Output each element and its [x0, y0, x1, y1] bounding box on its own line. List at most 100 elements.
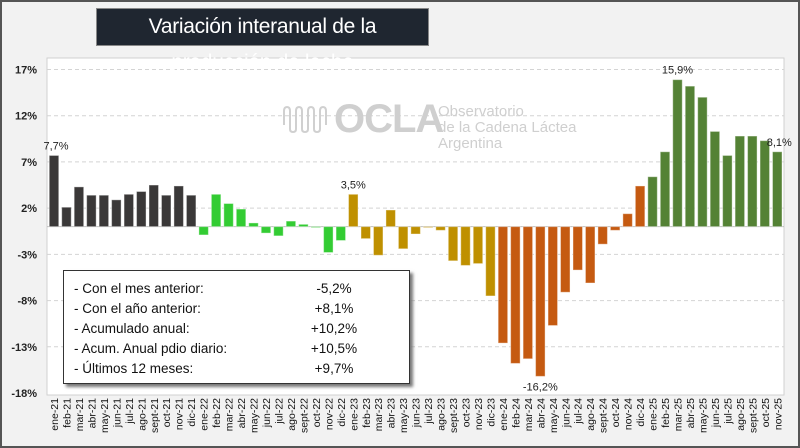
logo-line2: de la Cadena Láctea: [438, 119, 577, 136]
summary-value: +8,1%: [314, 301, 354, 316]
bar: [672, 79, 683, 228]
x-tick-label: oct-23: [461, 398, 473, 427]
summary-value: -5,2%: [316, 281, 352, 296]
bar: [772, 151, 783, 228]
y-tick-label: 2%: [21, 203, 37, 215]
bar: [722, 154, 733, 228]
x-tick-label: ene-25: [648, 398, 660, 431]
x-tick-label: dic-23: [485, 398, 497, 427]
x-tick-label: ene-21: [49, 398, 61, 431]
bar: [435, 226, 446, 231]
data-label: -16,2%: [523, 381, 558, 393]
summary-row: - Con el año anterior: +8,1%: [74, 299, 404, 319]
summary-label: - Últimos 12 meses:: [74, 361, 194, 376]
bar: [260, 226, 272, 234]
summary-label: - Acumulado anual:: [74, 321, 190, 336]
x-tick-label: nov-22: [323, 398, 335, 430]
x-tick-label: feb-22: [211, 398, 223, 428]
bar: [372, 226, 384, 256]
summary-row: - Acum. Anual pdio diario: +10,5%: [74, 339, 404, 359]
bar: [535, 226, 546, 377]
bar: [410, 226, 421, 235]
x-tick-label: dic-22: [336, 398, 348, 427]
bar: [98, 194, 110, 228]
bar: [310, 226, 322, 229]
y-tick-label: -3%: [17, 249, 37, 261]
y-tick-label: 7%: [21, 157, 37, 169]
x-tick-label: sept-25: [747, 398, 759, 433]
x-tick-label: sept-23: [448, 398, 460, 433]
bar: [609, 226, 621, 231]
bar: [572, 226, 583, 271]
bar: [136, 191, 147, 228]
x-tick-label: abr-22: [236, 398, 248, 429]
x-tick-label: abr-23: [386, 398, 398, 429]
x-tick-label: oct-25: [760, 398, 772, 427]
bar: [759, 140, 771, 228]
bar: [472, 226, 484, 265]
x-tick-label: feb-24: [510, 398, 522, 428]
x-tick-label: feb-25: [660, 398, 672, 428]
bar: [547, 226, 559, 327]
bar: [285, 220, 297, 228]
bar: [697, 96, 708, 228]
bar: [709, 130, 721, 228]
x-tick-label: ago-23: [436, 398, 448, 431]
y-tick-label: 12%: [15, 111, 37, 123]
y-tick-label: 17%: [15, 65, 37, 77]
bar: [397, 226, 409, 250]
summary-value: +10,5%: [310, 341, 358, 356]
x-tick-label: sept-24: [598, 398, 610, 433]
x-tick-label: sept-22: [298, 398, 310, 433]
x-tick-label: mar-25: [673, 398, 685, 431]
bar: [273, 226, 284, 237]
x-tick-label: oct-22: [311, 398, 323, 427]
bar: [235, 208, 247, 228]
bar: [360, 226, 371, 240]
bar: [622, 213, 633, 228]
bar: [485, 226, 496, 297]
x-tick-label: ene-22: [199, 398, 211, 431]
x-tick-label: nov-21: [174, 398, 186, 430]
bar: [747, 135, 758, 228]
x-tick-label: abr-21: [86, 398, 98, 429]
x-tick-label: mar-24: [523, 398, 535, 431]
summary-label: - Acum. Anual pdio diario:: [74, 341, 228, 356]
bar: [497, 226, 509, 344]
x-tick-label: nov-25: [772, 398, 784, 430]
x-tick-label: ago-21: [136, 398, 148, 431]
bar: [348, 193, 359, 228]
bar: [210, 193, 222, 228]
bar: [522, 226, 534, 360]
bar: [584, 226, 596, 284]
x-tick-label: jun-25: [710, 398, 722, 428]
y-tick-label: -8%: [17, 296, 37, 308]
bar: [385, 209, 396, 228]
summary-value: +10,2%: [310, 321, 358, 336]
bar: [597, 226, 608, 245]
x-tick-label: jun-24: [560, 398, 572, 428]
x-tick-label: abr-25: [685, 398, 697, 429]
x-tick-label: jul-24: [573, 398, 585, 425]
bar: [198, 226, 209, 236]
data-label: 7,7%: [43, 140, 68, 152]
bar: [659, 151, 671, 228]
data-label: 3,5%: [341, 179, 366, 191]
bar: [298, 223, 309, 228]
bar: [48, 154, 60, 228]
x-tick-label: abr-24: [535, 398, 547, 429]
x-tick-label: jun-21: [111, 398, 123, 428]
bar: [111, 199, 122, 228]
x-tick-label: mar-22: [224, 398, 236, 431]
bar: [447, 226, 459, 262]
bar: [422, 226, 434, 229]
summary-label: - Con el mes anterior:: [74, 281, 204, 296]
logo-line3: Argentina: [438, 135, 503, 152]
x-tick-label: mar-23: [373, 398, 385, 431]
y-tick-label: -18%: [11, 388, 37, 400]
summary-row: - Últimos 12 meses: +9,7%: [74, 359, 404, 379]
x-tick-label: oct-24: [610, 398, 622, 427]
bar: [634, 185, 646, 228]
y-tick-label: -13%: [11, 342, 37, 354]
bar: [61, 206, 72, 228]
